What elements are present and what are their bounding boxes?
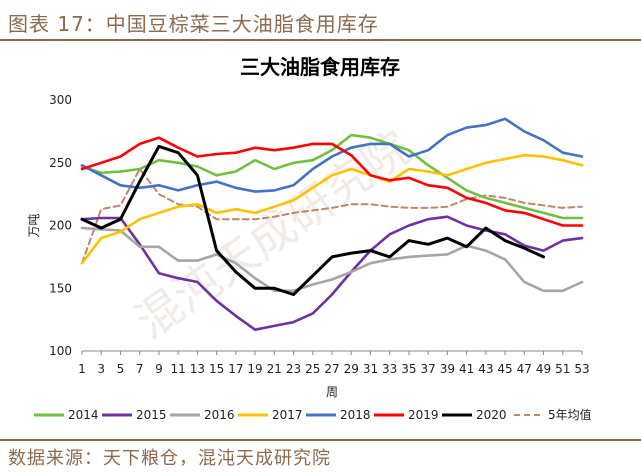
x-tick-label: 15 <box>209 362 224 376</box>
x-tick-label: 3 <box>97 362 105 376</box>
legend-label-2017: 2017 <box>272 408 303 422</box>
x-tick-label: 35 <box>401 362 416 376</box>
x-tick-label: 1 <box>78 362 86 376</box>
series-line-2020 <box>80 144 545 296</box>
x-axis-title: 周 <box>326 385 338 399</box>
plot-area <box>80 117 584 332</box>
legend-label-2014: 2014 <box>68 408 99 422</box>
x-tick-label: 51 <box>555 362 570 376</box>
y-tick-label: 150 <box>49 281 72 295</box>
x-tick-label: 43 <box>478 362 493 376</box>
x-tick-label: 53 <box>574 362 589 376</box>
x-tick-label: 9 <box>155 362 163 376</box>
x-tick-label: 19 <box>247 362 262 376</box>
header-rule <box>0 39 641 41</box>
x-tick-label: 49 <box>536 362 551 376</box>
watermark: 混沌天成研究院 <box>125 120 420 349</box>
x-tick-label: 21 <box>267 362 282 376</box>
legend-label-2020: 2020 <box>476 408 507 422</box>
x-tick-label: 45 <box>497 362 512 376</box>
x-tick-label: 17 <box>228 362 243 376</box>
y-tick-label: 200 <box>49 219 72 233</box>
series-line-5年均值 <box>81 168 583 265</box>
x-tick-label: 27 <box>324 362 339 376</box>
legend-label-2019: 2019 <box>408 408 439 422</box>
x-tick-label: 47 <box>517 362 532 376</box>
chart-legend: 2014 2015 2016 2017 2018 2019 2020 5年均值 <box>34 407 592 422</box>
source-note: 数据来源：天下粮仓，混沌天成研究院 <box>8 448 331 469</box>
legend-label-2015: 2015 <box>136 408 167 422</box>
footer-rule <box>0 439 641 441</box>
x-tick-label: 5 <box>117 362 125 376</box>
legend-label-2018: 2018 <box>340 408 371 422</box>
series-line-2014 <box>80 133 584 220</box>
x-tick-label: 11 <box>171 362 186 376</box>
legend-label-5年均值: 5年均值 <box>548 407 592 422</box>
x-tick-label: 37 <box>421 362 436 376</box>
x-tick-label: 39 <box>440 362 455 376</box>
series-line-2018 <box>80 117 584 193</box>
x-tick-label: 33 <box>382 362 397 376</box>
y-tick-label: 250 <box>49 156 72 170</box>
series-line-2016 <box>80 226 584 293</box>
x-tick-label: 31 <box>363 362 378 376</box>
legend-label-2016: 2016 <box>204 408 235 422</box>
x-tick-label: 25 <box>305 362 320 376</box>
x-tick-label: 13 <box>190 362 205 376</box>
watermark-text: 混沌天成研究院 <box>125 120 420 349</box>
y-tick-label: 300 <box>49 93 72 107</box>
y-tick-label: 100 <box>49 344 72 358</box>
x-tick-label: 23 <box>286 362 301 376</box>
chart-title: 三大油脂食用库存 <box>240 55 400 79</box>
series-line-2015 <box>80 215 584 332</box>
figure-header: 图表 17：中国豆棕菜三大油脂食用库存 <box>0 0 641 40</box>
x-tick-label: 29 <box>344 362 359 376</box>
y-axis-title: 万吨 <box>27 213 41 237</box>
x-tick-label: 41 <box>459 362 474 376</box>
series-line-2019 <box>80 136 584 227</box>
x-tick-label: 7 <box>136 362 144 376</box>
figure-caption: 图表 17：中国豆棕菜三大油脂食用库存 <box>8 12 379 36</box>
series-line-2017 <box>80 153 584 265</box>
